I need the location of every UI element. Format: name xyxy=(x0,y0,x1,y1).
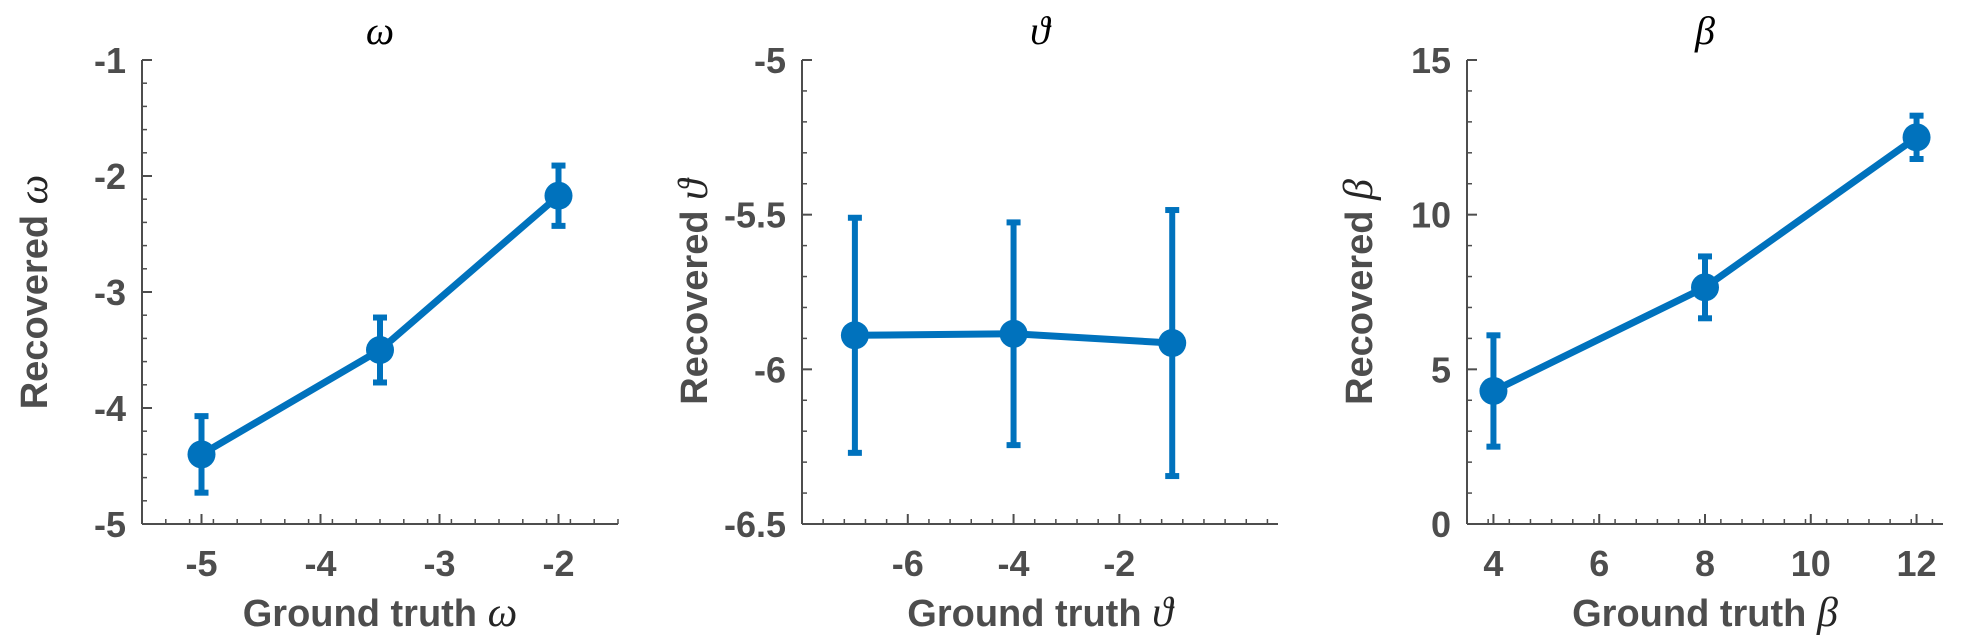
y-tick-label: 10 xyxy=(1411,195,1451,236)
y-tick-label: -6 xyxy=(754,349,786,390)
x-axis-label: Ground truth β xyxy=(1572,590,1838,636)
x-axis-label-symbol: β xyxy=(1816,590,1838,636)
y-tick-label: -5 xyxy=(754,40,786,81)
x-axis-label-symbol: ω xyxy=(488,590,518,636)
x-axis-label-text: Ground truth xyxy=(243,593,488,635)
x-axis-label-text: Ground truth xyxy=(1572,593,1817,635)
x-axis-label: Ground truth ϑ xyxy=(907,590,1175,636)
x-tick-label: -3 xyxy=(423,543,455,584)
y-axis-label-symbol: ω xyxy=(11,175,57,205)
x-tick-label: 8 xyxy=(1695,543,1715,584)
y-axis-label-symbol: ϑ xyxy=(671,177,717,200)
x-tick-label: 12 xyxy=(1897,543,1937,584)
data-point xyxy=(366,336,394,364)
data-point xyxy=(1691,273,1719,302)
y-tick-label: -5 xyxy=(94,504,126,545)
data-point xyxy=(187,440,216,469)
x-tick-label: -5 xyxy=(185,543,217,584)
x-axis-label-symbol: ϑ xyxy=(1152,590,1175,636)
x-tick-label: -6 xyxy=(892,543,924,584)
y-tick-label: 15 xyxy=(1411,40,1451,81)
panel-title: ϑ xyxy=(1030,8,1052,53)
y-axis-label-symbol: β xyxy=(1336,179,1382,201)
data-point xyxy=(1158,329,1187,358)
y-axis-label: Recovered β xyxy=(1336,179,1382,405)
y-tick-label: -5.5 xyxy=(724,195,786,236)
data-point xyxy=(999,319,1028,348)
x-axis-label: Ground truth ω xyxy=(243,590,518,636)
x-tick-label: -2 xyxy=(1103,543,1135,584)
data-point xyxy=(1479,376,1508,405)
x-tick-label: 10 xyxy=(1791,543,1831,584)
y-axis-label: Recovered ϑ xyxy=(671,177,717,405)
y-axis-label: Recovered ω xyxy=(11,175,57,410)
y-axis-label-text: Recovered xyxy=(1339,200,1381,405)
x-tick-label: -4 xyxy=(998,543,1030,584)
y-axis-label-text: Recovered xyxy=(674,200,716,405)
y-tick-label: -6.5 xyxy=(724,504,786,545)
data-point xyxy=(1902,123,1931,152)
y-tick-label: -3 xyxy=(94,272,126,313)
y-tick-label: 0 xyxy=(1431,504,1451,545)
y-axis-label-text: Recovered xyxy=(14,204,56,409)
x-tick-label: -2 xyxy=(542,543,574,584)
data-point xyxy=(544,181,573,210)
x-tick-label: 6 xyxy=(1589,543,1609,584)
y-tick-label: -2 xyxy=(94,156,126,197)
x-tick-label: -4 xyxy=(304,543,336,584)
data-point xyxy=(840,321,869,350)
y-tick-label: -4 xyxy=(94,388,126,429)
x-tick-label: 4 xyxy=(1483,543,1503,584)
panel-title: β xyxy=(1694,8,1715,53)
panel-title: ω xyxy=(366,8,394,53)
y-tick-label: -1 xyxy=(94,40,126,81)
y-tick-label: 5 xyxy=(1431,349,1451,390)
x-axis-label-text: Ground truth xyxy=(907,593,1152,635)
